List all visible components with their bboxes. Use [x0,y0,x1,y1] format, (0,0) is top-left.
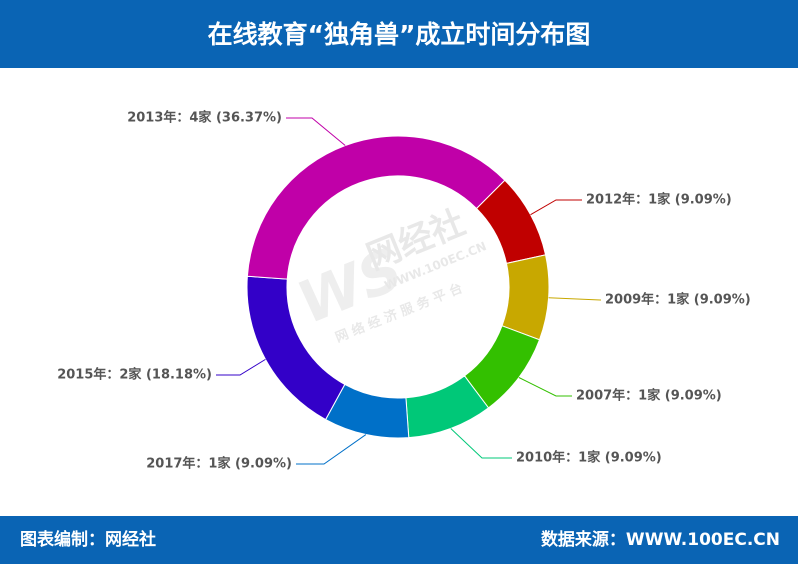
slice-label: 2015年：2家 (18.18%) [57,367,212,383]
slice-label: 2009年：1家 (9.09%) [605,292,751,308]
leader-line [216,358,266,376]
chart-title: 在线教育“独角兽”成立时间分布图 [208,20,591,49]
slice-label: 2013年：4家 (36.37%) [127,110,282,126]
leader-line [530,199,582,216]
slice-label: 2017年：1家 (9.09%) [146,456,292,472]
donut-slice [501,254,550,341]
footer-left: 图表编制：网经社 [20,529,156,550]
slice-label: 2012年：1家 (9.09%) [586,192,732,208]
leader-line [518,377,572,397]
slice-label: 2007年：1家 (9.09%) [576,388,722,404]
leader-line [450,428,512,459]
leader-line [286,117,346,146]
leader-line [296,434,367,465]
footer-bar [0,516,798,564]
slice-label: 2010年：1家 (9.09%) [516,450,662,466]
donut-slice [246,135,506,280]
header-bar [0,0,798,68]
leader-line [548,297,601,301]
footer-right: 数据来源：WWW.100EC.CN [541,529,780,550]
